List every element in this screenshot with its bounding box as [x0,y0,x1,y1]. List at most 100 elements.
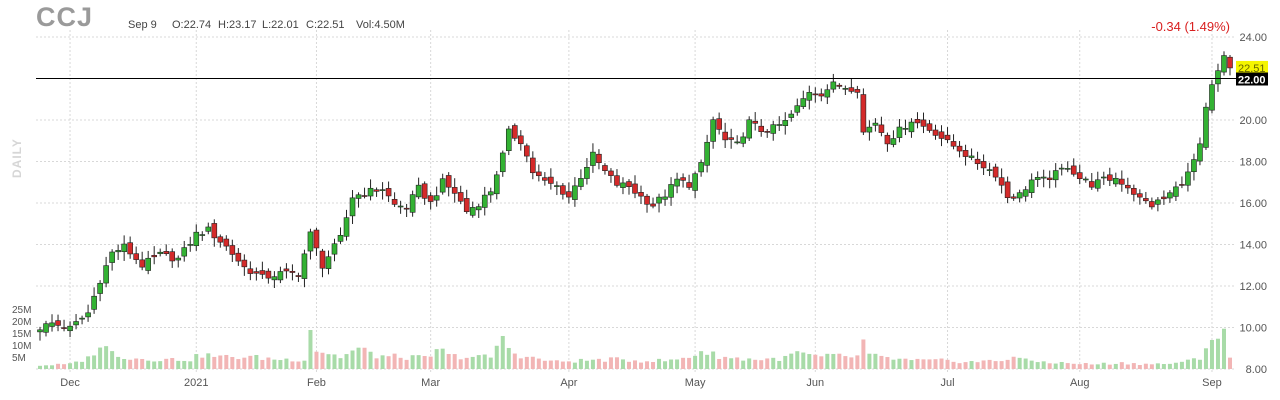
candle [764,129,771,138]
candle-body [199,234,206,236]
candle-body [343,217,350,237]
candle [1058,163,1065,176]
candle-body [1221,55,1227,73]
candle [536,164,542,182]
candle-body [1046,177,1053,181]
candle [481,186,488,216]
candle-body [55,320,61,326]
volume-bar [206,353,211,369]
x-axis: Dec 2021 Feb Mar Apr May Jun Jul Aug Sep [60,377,1221,389]
volume-bar [158,361,163,369]
volume-bar [380,355,385,369]
volume-bar [855,355,860,369]
candle [638,185,644,204]
x-tick-label: Apr [560,377,577,389]
volume-bar [1041,361,1046,369]
price-tick-label: 8.00 [1246,364,1267,376]
candle [433,186,440,207]
candle-body [848,87,855,92]
candle [355,192,362,208]
candle-body [1173,186,1179,197]
candle-body [1016,192,1023,199]
volume-tick-label: 25M [12,305,31,316]
volume-bar [873,353,878,369]
candle [175,255,182,268]
candle [902,119,909,136]
volume-bar [404,359,409,369]
candle-body [373,189,380,192]
candle-body [1143,198,1149,202]
candle [860,88,867,136]
candle-body [530,157,536,174]
volume-bar [212,356,217,369]
volume-bar [110,351,115,369]
candle-body [1058,167,1065,170]
candle-body [115,250,121,253]
candle-body [283,268,290,272]
candle [1167,190,1173,203]
candle [1125,177,1131,194]
candle-body [49,322,55,327]
volume-bar [470,356,475,369]
candle [325,250,332,275]
candle-body [614,175,620,186]
volume-bar [987,359,992,369]
candle [1064,161,1071,173]
volume-bar [410,355,415,369]
volume-bar [699,351,704,369]
candle-body [1179,184,1185,186]
volume-bar [458,359,463,369]
volume-bar [134,358,139,369]
candle [439,173,446,195]
candle [566,182,572,204]
candle-body [409,194,416,213]
candle-body [836,84,843,87]
volume-bar [356,347,361,369]
candle [55,314,61,332]
candle [1094,171,1101,192]
open-value: O:22.74 [172,19,212,31]
level-badge [1236,72,1268,86]
candle-body [379,189,386,191]
candle [187,236,194,252]
candle-body [584,167,590,179]
volume-bar [1065,363,1070,369]
candle [1155,197,1161,212]
candle [824,84,831,105]
candle [1082,176,1089,183]
candle-body [974,158,981,165]
candle [818,88,825,102]
volume-bar [819,356,824,369]
candle [1221,51,1227,76]
volume-bar [777,360,782,369]
volume-bar [614,357,619,369]
candle-body [1076,172,1083,179]
volume-bar [981,360,986,369]
candle-body [451,187,458,194]
candle-body [307,231,314,252]
candle-body [1034,177,1041,180]
candle [91,287,97,314]
volume-bar [663,361,668,369]
volume-bar [741,360,746,369]
candle [524,143,530,163]
volume-bar [86,356,91,369]
volume-bar [1119,362,1124,369]
candle-body [271,276,278,281]
candle-body [337,235,344,242]
candle-body [445,175,452,188]
candle-body [938,131,945,139]
candle-body [962,150,969,157]
volume-bar [993,361,998,369]
gridlines [36,30,1236,372]
candle-body [1215,70,1221,85]
candle-body [524,145,530,157]
x-tick-label: Mar [421,377,440,389]
candle-body [920,119,927,127]
candle-body [590,151,596,166]
volume-bar [939,358,944,369]
candle-body [361,195,368,197]
candle [740,132,746,148]
candle-body [596,153,602,164]
candle-body [824,89,831,98]
